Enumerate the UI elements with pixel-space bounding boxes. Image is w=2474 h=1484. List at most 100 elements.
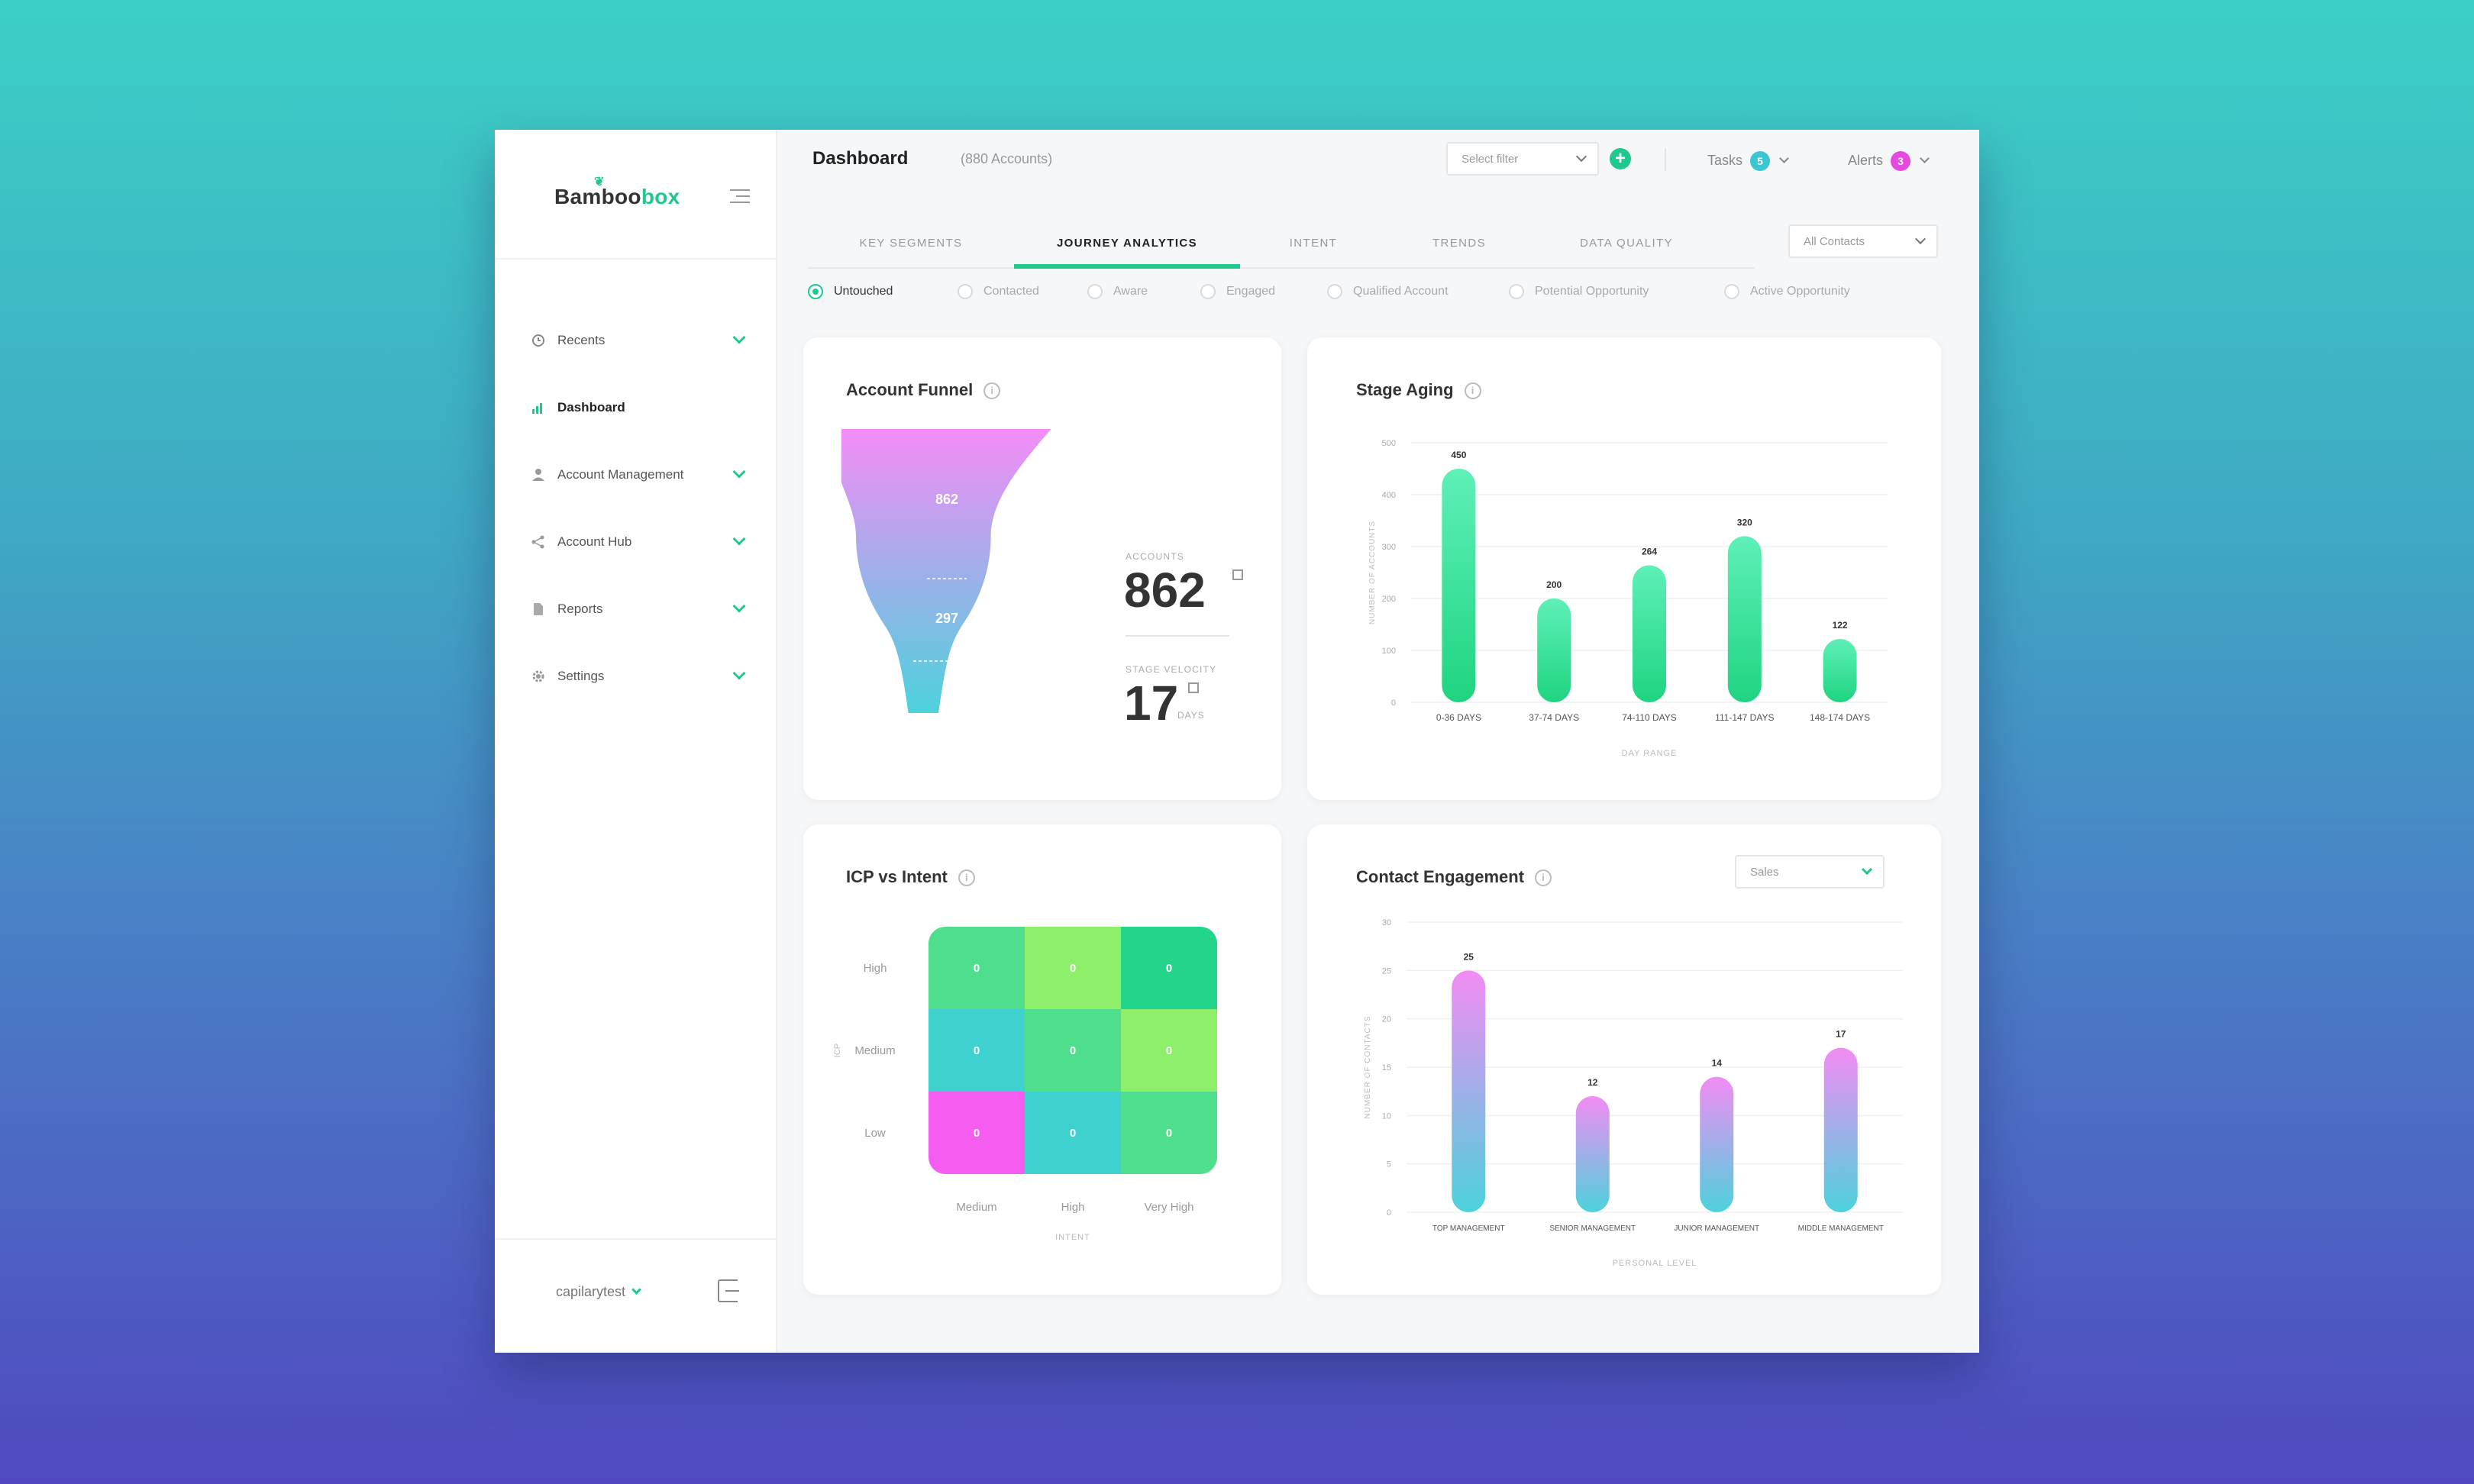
radio[interactable] (1724, 284, 1739, 299)
tasks-badge: 5 (1750, 151, 1771, 171)
logo-main-text: Bamboo (554, 185, 641, 208)
radio[interactable] (1200, 284, 1216, 299)
chevron-down-icon[interactable] (732, 532, 746, 546)
accounts-label: ACCOUNTS (1126, 551, 1184, 562)
bar (1452, 970, 1486, 1212)
bar (1727, 536, 1762, 702)
sidebar-item-account-management[interactable]: Account Management (495, 441, 777, 508)
stage-untouched[interactable]: Untouched (808, 284, 893, 299)
info-icon[interactable]: i (1464, 382, 1481, 399)
stage-active-opportunity[interactable]: Active Opportunity (1724, 284, 1850, 299)
filter-placeholder: Select filter (1461, 153, 1519, 166)
y-tick-label: 30 (1382, 918, 1391, 928)
tab-journey-analytics[interactable]: JOURNEY ANALYTICS (1014, 221, 1240, 269)
alerts-menu[interactable]: Alerts 3 (1848, 151, 1930, 171)
funnel-mid-value: 297 (935, 611, 958, 626)
chevron-down-icon[interactable] (732, 599, 746, 613)
logout-icon[interactable] (718, 1279, 739, 1302)
info-icon[interactable]: i (1535, 869, 1552, 886)
logo-accent-text: box (641, 185, 680, 208)
stage-aware[interactable]: Aware (1087, 284, 1148, 299)
heatmap-cells: 0 0 0 0 0 0 0 0 0 (929, 927, 1217, 1174)
heatmap-cell-value: 0 (1070, 1044, 1076, 1057)
contacts-filter-value: All Contacts (1804, 235, 1865, 248)
y-tick-label: 0 (1387, 1208, 1391, 1218)
stage-qualified-account[interactable]: Qualified Account (1327, 284, 1449, 299)
bar-value-label: 264 (1642, 546, 1657, 556)
bar (1823, 1047, 1858, 1212)
y-tick-label: 25 (1382, 966, 1391, 976)
filter-select[interactable]: Select filter (1446, 142, 1599, 176)
chevron-down-icon[interactable] (732, 331, 746, 344)
tab-data-quality[interactable]: DATA QUALITY (1579, 237, 1674, 250)
sidebar-item-dashboard[interactable]: Dashboard (495, 374, 777, 441)
chevron-down-icon[interactable] (732, 666, 746, 680)
sprout-icon: ❦ (594, 176, 605, 189)
accounts-value: 862 (1124, 563, 1206, 618)
chevron-down-icon[interactable] (732, 465, 746, 479)
x-axis-title: DAY RANGE (1622, 749, 1678, 758)
sidebar-item-reports[interactable]: Reports (495, 576, 777, 643)
user-menu[interactable]: capilarytest (556, 1284, 641, 1300)
chevron-down-icon (1779, 153, 1789, 163)
clock-icon (532, 334, 544, 347)
funnel-top-value: 862 (935, 492, 958, 507)
menu-collapse-icon[interactable] (730, 189, 750, 206)
sidebar-item-settings[interactable]: Settings (495, 643, 777, 710)
heatmap-cell-value: 0 (974, 962, 980, 975)
stage-label: Aware (1113, 285, 1148, 298)
radio[interactable] (1509, 284, 1524, 299)
contacts-filter-select[interactable]: All Contacts (1788, 224, 1938, 258)
funnel-graphic[interactable]: 862 297 (841, 429, 1052, 719)
sidebar-item-label: Dashboard (557, 400, 625, 415)
bar-value-label: 12 (1587, 1077, 1598, 1088)
bar-value-label: 320 (1737, 517, 1752, 527)
stage-engaged[interactable]: Engaged (1200, 284, 1275, 299)
heatmap-row-label: Low (864, 1127, 886, 1140)
app-window: ❦ Bamboobox Recents Dashboard Account Ma… (495, 130, 1979, 1353)
sidebar: ❦ Bamboobox Recents Dashboard Account Ma… (495, 130, 777, 1353)
account-funnel-card: Account Funnel i 862 297 ACCOUNTS 862 STA… (803, 337, 1281, 800)
add-filter-button[interactable]: + (1610, 148, 1631, 169)
info-icon[interactable]: i (983, 382, 1001, 399)
tasks-menu[interactable]: Tasks 5 (1707, 151, 1789, 171)
bar (1575, 1096, 1610, 1212)
heatmap-cell (929, 1009, 1025, 1092)
alerts-label: Alerts (1848, 153, 1884, 168)
radio[interactable] (1327, 284, 1342, 299)
tab-trends[interactable]: TRENDS (1432, 237, 1487, 250)
card-title: Contact Engagement i (1356, 867, 1552, 888)
card-title: Stage Aging i (1356, 380, 1481, 401)
tab-intent[interactable]: INTENT (1289, 237, 1338, 250)
y-tick-label: 400 (1382, 491, 1396, 500)
brand-logo[interactable]: ❦ Bamboobox (554, 176, 680, 209)
y-axis-title: NUMBER OF CONTACTS (1364, 1015, 1372, 1118)
heatmap-row-label: High (864, 962, 887, 975)
sidebar-item-account-hub[interactable]: Account Hub (495, 508, 777, 576)
bar-value-label: 122 (1833, 620, 1848, 631)
sidebar-item-label: Account Hub (557, 534, 632, 549)
stage-aging-chart: 0 100 200 300 400 500 450 0-36 DAYS 200 37-74 DAY… (1368, 439, 1888, 758)
info-icon[interactable]: i (958, 869, 975, 886)
department-select[interactable]: Sales (1735, 855, 1885, 889)
radio[interactable] (1087, 284, 1103, 299)
radio-selected[interactable] (808, 284, 823, 299)
radio[interactable] (958, 284, 973, 299)
bar (1700, 1076, 1734, 1212)
stage-potential-opportunity[interactable]: Potential Opportunity (1509, 284, 1649, 299)
card-title-text: Account Funnel (846, 380, 974, 399)
stage-contacted[interactable]: Contacted (958, 284, 1039, 299)
external-link-icon[interactable] (1188, 682, 1199, 693)
tab-key-segments[interactable]: KEY SEGMENTS (859, 237, 963, 250)
heatmap-cell-value: 0 (1166, 1044, 1172, 1057)
sidebar-item-label: Reports (557, 602, 603, 616)
heatmap-cell (929, 1092, 1025, 1174)
department-value: Sales (1750, 866, 1779, 879)
heatmap-cell-value: 0 (1166, 1127, 1172, 1140)
external-link-icon[interactable] (1232, 569, 1243, 580)
sidebar-item-recents[interactable]: Recents (495, 307, 777, 374)
card-title-text: Contact Engagement (1356, 867, 1525, 886)
y-tick-label: 300 (1382, 543, 1396, 552)
stage-label: Qualified Account (1353, 285, 1449, 298)
x-tick-label: MIDDLE MANAGEMENT (1798, 1224, 1884, 1233)
